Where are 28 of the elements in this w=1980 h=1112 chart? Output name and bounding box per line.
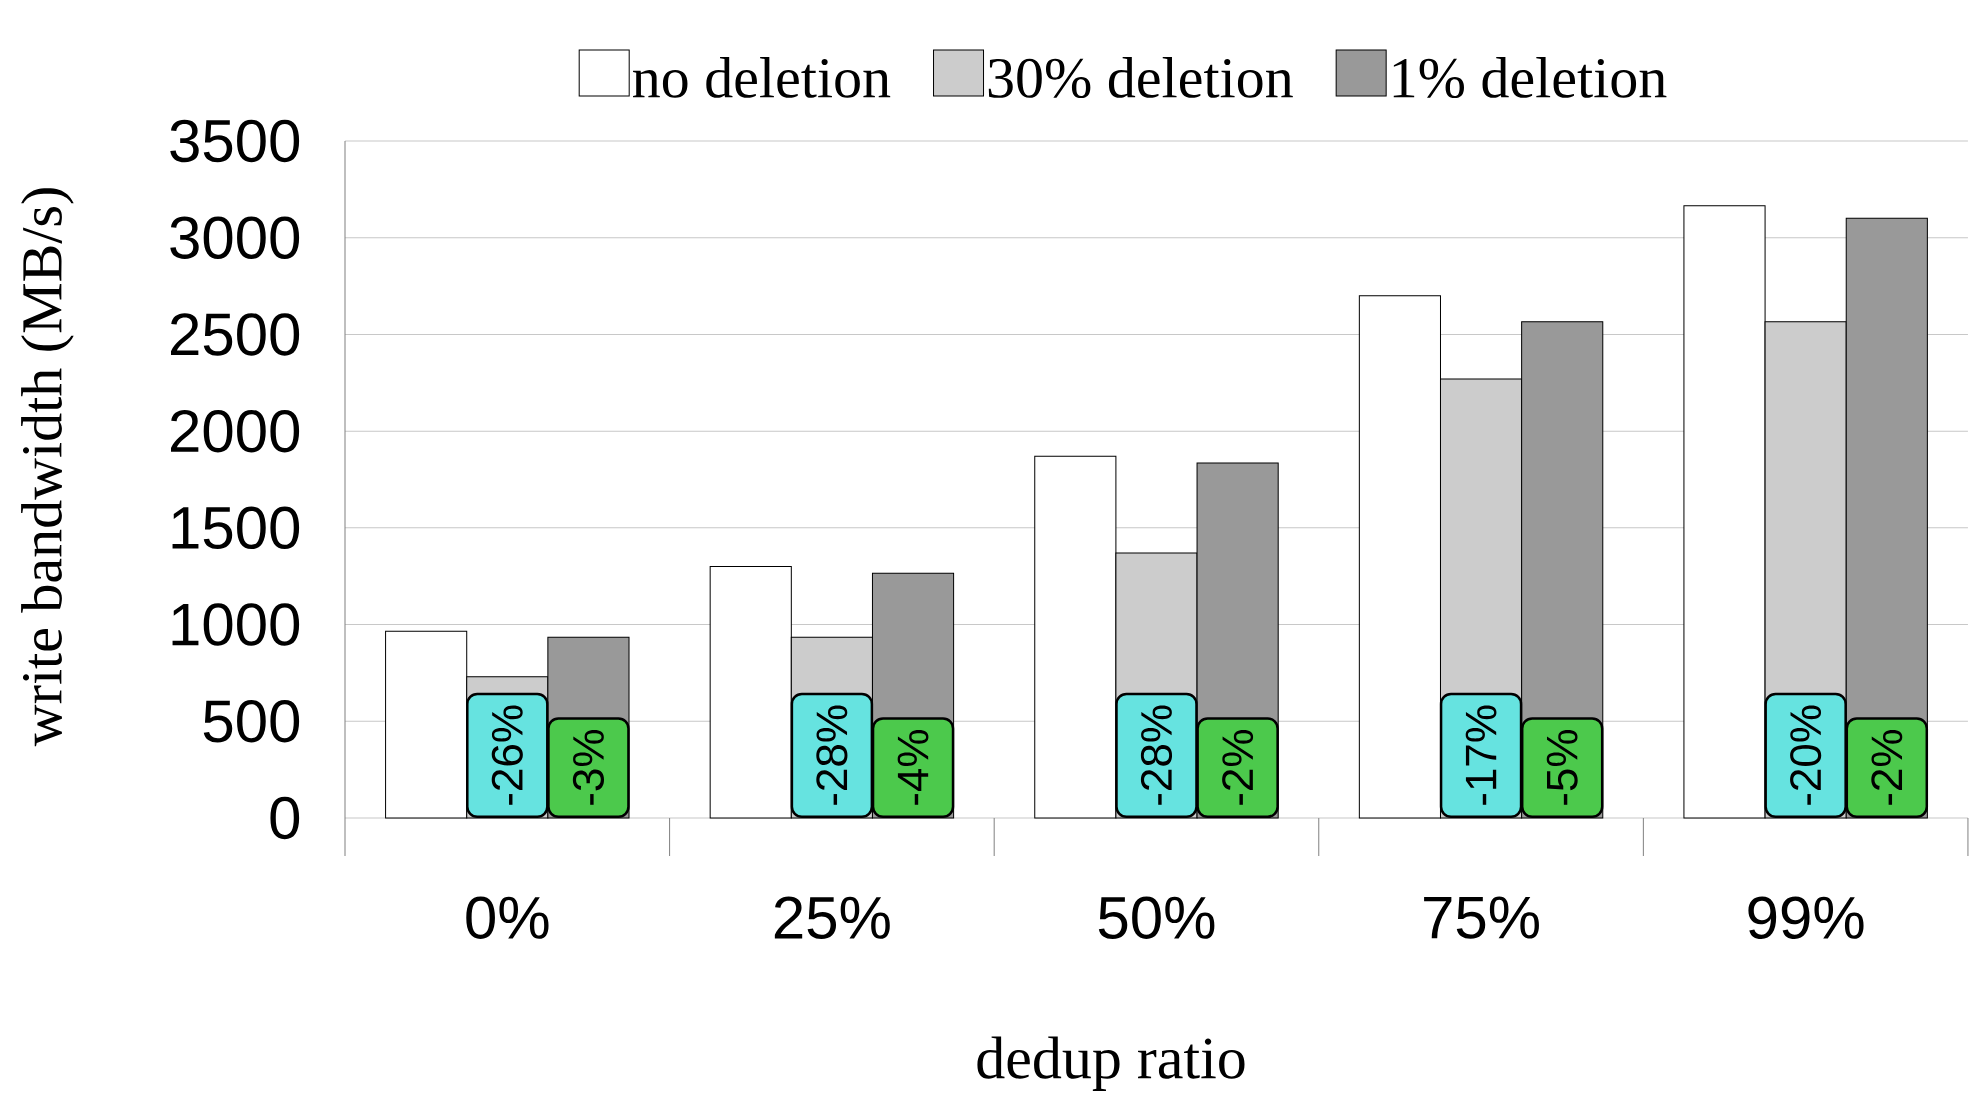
y-tick-label: 0 [270, 796, 300, 840]
y-tick-label: 3500 [170, 119, 300, 163]
legend-label: 1% deletion [1393, 57, 1667, 99]
annotation: -3% [572, 730, 605, 805]
annotation: -17% [1465, 705, 1497, 805]
annotation: -4% [897, 730, 929, 805]
x-tick-label: 99% [1748, 896, 1864, 940]
annotation: -5% [1546, 730, 1578, 805]
x-axis-title: dedup ratio [977, 1036, 1245, 1091]
legend-label: no deletion [633, 57, 891, 98]
y-tick-label: 1000 [172, 603, 300, 646]
annotation: -28% [1140, 705, 1173, 805]
y-tick-label: 3000 [170, 216, 300, 259]
annotation: -28% [816, 705, 848, 805]
x-tick-label: 25% [774, 896, 890, 940]
y-tick-label: 2500 [171, 313, 300, 356]
annotation: -26% [491, 705, 523, 805]
y-tick-label: 2000 [171, 409, 300, 453]
x-tick-label: 75% [1424, 896, 1539, 939]
x-tick-label: 50% [1098, 896, 1215, 940]
annotation: -2% [1871, 730, 1903, 805]
x-tick-label: 0% [466, 896, 549, 940]
y-tick-label: 500 [203, 700, 300, 743]
y-axis-title: write bandwidth (MB/s) [21, 188, 74, 747]
legend-label: 30% deletion [988, 57, 1293, 99]
y-tick-label: 1500 [172, 506, 300, 550]
annotation: -2% [1222, 730, 1254, 805]
annotation: -20% [1790, 705, 1822, 805]
